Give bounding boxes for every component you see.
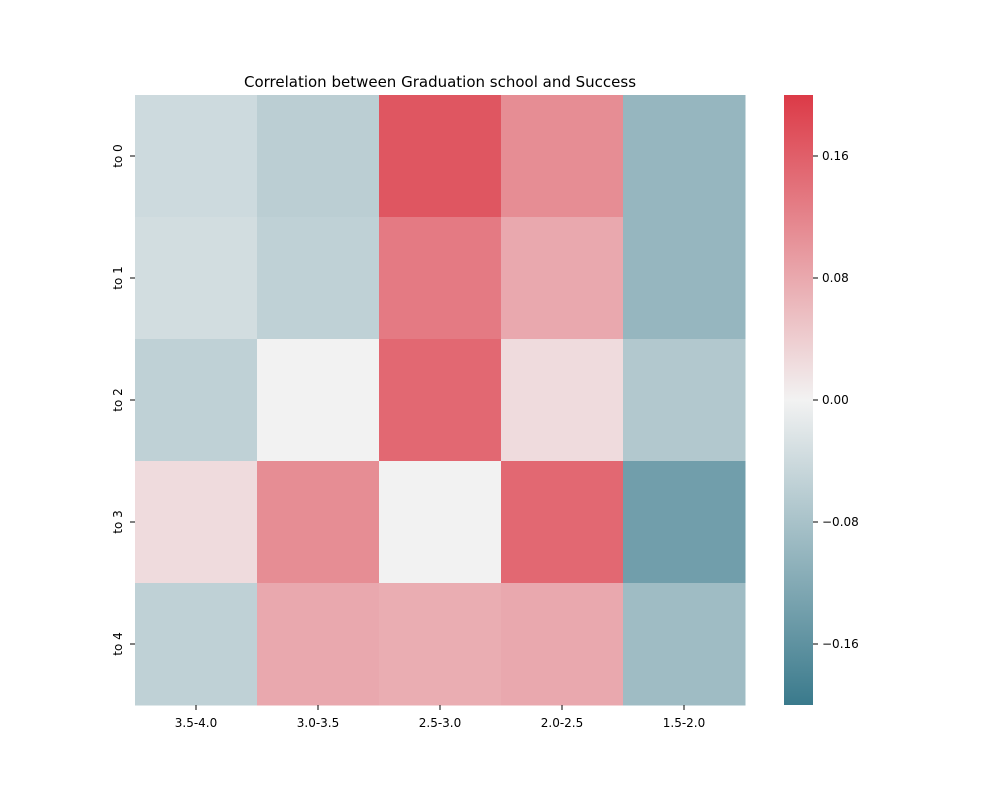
heatmap-cell xyxy=(623,461,746,584)
heatmap-cell xyxy=(257,339,380,462)
heatmap-cell xyxy=(379,339,502,462)
heatmap-cell xyxy=(257,461,380,584)
colorbar-tick-label: 0.00 xyxy=(822,393,849,407)
heatmap-cell xyxy=(135,217,258,340)
heatmap-cell xyxy=(623,583,746,706)
heatmap-cell xyxy=(623,217,746,340)
y-tick-label: to 0 xyxy=(111,144,125,168)
heatmap-cell xyxy=(135,339,258,462)
heatmap-cell xyxy=(623,95,746,218)
x-tick-label: 1.5-2.0 xyxy=(663,716,706,730)
y-tick-label: to 3 xyxy=(111,510,125,534)
y-axis: to 0 to 1 to 2 to 3 to 4 xyxy=(111,144,135,656)
colorbar-tick-label: 0.08 xyxy=(822,271,849,285)
y-tick-label: to 1 xyxy=(111,266,125,290)
heatmap-cell xyxy=(501,583,624,706)
colorbar-tick-label: −0.08 xyxy=(822,515,859,529)
heatmap-cell xyxy=(379,583,502,706)
heatmap-cell xyxy=(379,461,502,584)
heatmap-cell xyxy=(257,583,380,706)
chart-title: Correlation between Graduation school an… xyxy=(244,73,636,91)
heatmap-cell xyxy=(379,95,502,218)
heatmap-cell xyxy=(135,583,258,706)
heatmap-cell xyxy=(501,339,624,462)
heatmap-cell xyxy=(257,95,380,218)
colorbar xyxy=(784,95,813,705)
x-tick-label: 3.5-4.0 xyxy=(175,716,218,730)
colorbar-tick-label: −0.16 xyxy=(822,637,859,651)
heatmap-cell xyxy=(501,95,624,218)
heatmap-cell xyxy=(501,217,624,340)
heatmap-cell xyxy=(135,95,258,218)
x-tick-label: 2.0-2.5 xyxy=(541,716,584,730)
y-tick-label: to 2 xyxy=(111,388,125,412)
heatmap-cell xyxy=(135,461,258,584)
heatmap-cell xyxy=(379,217,502,340)
colorbar-axis: 0.16 0.08 0.00 −0.08 −0.16 xyxy=(813,149,859,651)
heatmap-cell xyxy=(623,339,746,462)
colorbar-tick-label: 0.16 xyxy=(822,149,849,163)
x-axis: 3.5-4.0 3.0-3.5 2.5-3.0 2.0-2.5 1.5-2.0 xyxy=(175,705,706,730)
heatmap-cell xyxy=(501,461,624,584)
heatmap-cell xyxy=(257,217,380,340)
y-tick-label: to 4 xyxy=(111,632,125,656)
heatmap-cells xyxy=(135,95,746,706)
x-tick-label: 2.5-3.0 xyxy=(419,716,462,730)
x-tick-label: 3.0-3.5 xyxy=(297,716,340,730)
